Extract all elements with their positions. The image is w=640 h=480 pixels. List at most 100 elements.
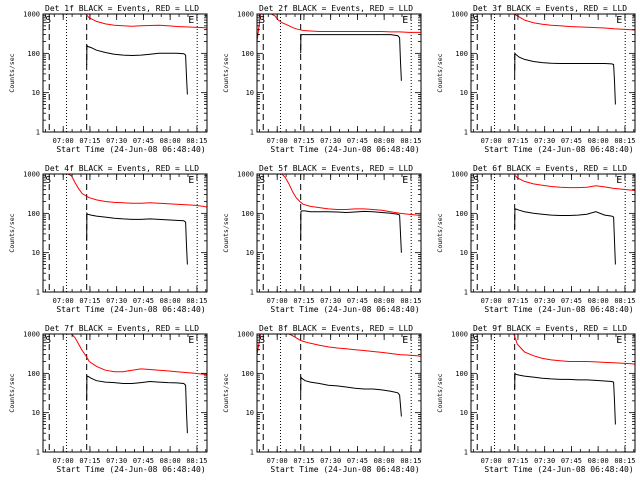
chart-panel-5: Det 5f BLACK = Events, RED = LLD S E 1 10 100…: [222, 164, 422, 314]
y-tick-label: 10: [460, 89, 468, 97]
x-tick-label: 07:00: [267, 297, 288, 305]
x-tick-label: 07:00: [53, 137, 74, 145]
plot-frame: [256, 13, 422, 133]
y-tick-label: 10: [460, 249, 468, 257]
y-tick-label: 100: [241, 370, 254, 378]
x-tick-label: 07:45: [347, 297, 368, 305]
x-tick-label: 08:15: [400, 457, 421, 465]
y-axis-label: Counts/sec: [436, 213, 444, 252]
lld-series-line: [43, 174, 207, 208]
y-axis-label: Counts/sec: [222, 53, 230, 92]
events-series-line: [300, 210, 402, 253]
y-tick-label: 1: [250, 449, 254, 457]
x-tick-label: 07:45: [561, 137, 582, 145]
events-series-line: [86, 43, 188, 95]
end-marker-label: E: [402, 175, 408, 186]
x-tick-label: 07:00: [53, 297, 74, 305]
x-tick-label: 08:00: [374, 137, 395, 145]
y-tick-label: 1: [250, 289, 254, 297]
events-series-line: [86, 211, 188, 265]
x-tick-label: 07:30: [106, 297, 127, 305]
plot-frame: [470, 333, 636, 453]
y-tick-label: 1000: [23, 331, 40, 339]
events-series-line: [514, 51, 616, 105]
end-marker-label: E: [616, 335, 622, 346]
start-marker-label: S: [45, 15, 51, 26]
start-marker-label: S: [45, 175, 51, 186]
x-tick-label: 07:00: [481, 457, 502, 465]
y-tick-label: 10: [32, 409, 40, 417]
events-series-line: [86, 375, 188, 434]
y-tick-label: 1000: [451, 331, 468, 339]
x-axis-label: Start Time (24-Jun-08 06:48:40): [484, 145, 633, 154]
lld-series-line: [471, 14, 635, 31]
start-marker-label: S: [45, 335, 51, 346]
end-marker-label: E: [616, 175, 622, 186]
lld-series-line: [471, 334, 635, 365]
chart-panel-2: Det 2f BLACK = Events, RED = LLD S E 1 10 100…: [222, 4, 422, 154]
y-tick-label: 10: [32, 249, 40, 257]
x-tick-label: 08:00: [160, 137, 181, 145]
plot-frame: [256, 173, 422, 293]
x-axis-label: Start Time (24-Jun-08 06:48:40): [270, 305, 419, 314]
end-marker-label: E: [402, 15, 408, 26]
lld-series-line: [257, 14, 421, 42]
x-tick-label: 07:30: [320, 137, 341, 145]
data-area: [257, 14, 421, 132]
panel-title: Det 6f BLACK = Events, RED = LLD: [473, 164, 627, 173]
x-tick-label: 07:15: [507, 457, 528, 465]
x-tick-label: 08:15: [400, 137, 421, 145]
data-area: [257, 174, 421, 292]
chart-panel-1: Det 1f BLACK = Events, RED = LLD S E 1 10 100…: [8, 4, 208, 154]
x-tick-label: 07:45: [561, 297, 582, 305]
plot-frame: [470, 173, 636, 293]
events-series-line: [514, 208, 616, 265]
events-series-line: [300, 34, 402, 81]
x-tick-label: 08:00: [160, 297, 181, 305]
data-area: [43, 174, 207, 292]
y-tick-label: 100: [241, 210, 254, 218]
y-axis-label: Counts/sec: [222, 373, 230, 412]
x-tick-label: 07:30: [534, 297, 555, 305]
events-series-line: [300, 375, 402, 417]
start-marker-label: S: [259, 335, 265, 346]
chart-panel-7: Det 7f BLACK = Events, RED = LLD S E 1 10 100…: [8, 324, 208, 474]
x-tick-label: 07:15: [293, 137, 314, 145]
y-tick-label: 10: [32, 89, 40, 97]
panel-title: Det 1f BLACK = Events, RED = LLD: [45, 4, 199, 13]
x-tick-label: 07:15: [507, 297, 528, 305]
y-tick-label: 1000: [237, 171, 254, 179]
chart-panel-9: Det 9f BLACK = Events, RED = LLD S E 1 10 100…: [436, 324, 636, 474]
chart-panel-8: Det 8f BLACK = Events, RED = LLD S E 1 10 100…: [222, 324, 422, 474]
y-tick-label: 10: [246, 249, 254, 257]
y-tick-label: 1: [464, 449, 468, 457]
y-tick-label: 100: [455, 210, 468, 218]
x-tick-label: 07:30: [106, 137, 127, 145]
y-axis-label: Counts/sec: [8, 53, 16, 92]
y-tick-label: 1: [464, 129, 468, 137]
lld-series-line: [471, 174, 635, 191]
data-area: [471, 334, 635, 452]
start-marker-label: S: [473, 335, 479, 346]
start-marker-label: S: [473, 175, 479, 186]
x-tick-label: 07:45: [347, 457, 368, 465]
x-tick-label: 07:30: [320, 297, 341, 305]
plot-frame: [42, 173, 208, 293]
y-tick-label: 100: [27, 50, 40, 58]
x-tick-label: 07:15: [79, 297, 100, 305]
y-tick-label: 100: [455, 50, 468, 58]
x-tick-label: 08:15: [186, 137, 207, 145]
plot-frame: [42, 13, 208, 133]
panel-title: Det 4f BLACK = Events, RED = LLD: [45, 164, 199, 173]
end-marker-label: E: [188, 175, 194, 186]
x-tick-label: 07:00: [267, 457, 288, 465]
x-axis-label: Start Time (24-Jun-08 06:48:40): [56, 305, 205, 314]
x-tick-label: 08:00: [374, 297, 395, 305]
panel-title: Det 8f BLACK = Events, RED = LLD: [259, 324, 413, 333]
x-tick-label: 08:00: [588, 457, 609, 465]
x-tick-label: 08:15: [186, 297, 207, 305]
lld-series-line: [257, 334, 421, 357]
panel-title: Det 3f BLACK = Events, RED = LLD: [473, 4, 627, 13]
y-tick-label: 1000: [451, 11, 468, 19]
